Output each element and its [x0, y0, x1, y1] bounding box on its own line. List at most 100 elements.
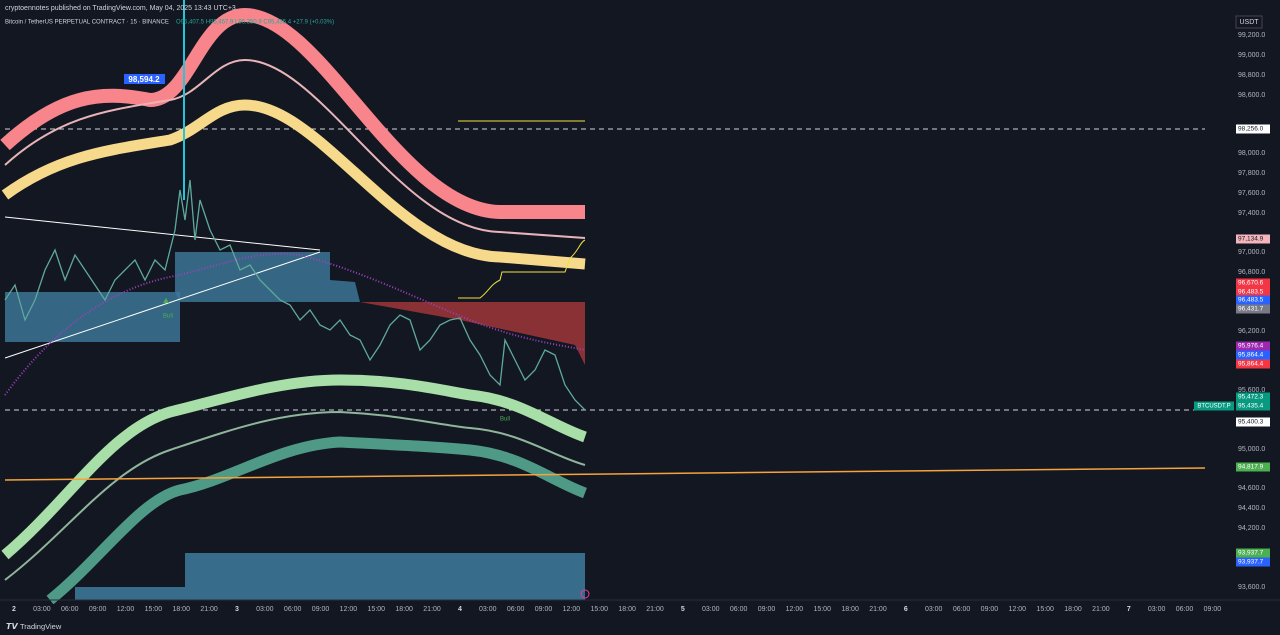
- price-tag: 95,472.3: [1238, 394, 1264, 401]
- time-label: 21:00: [423, 606, 441, 613]
- price-tag: 96,670.6: [1238, 280, 1264, 287]
- time-label: 12:00: [117, 606, 135, 613]
- price-tag-bg: [1236, 341, 1270, 351]
- price-tag-bg: [1236, 359, 1270, 369]
- price-label: 95,000.0: [1238, 446, 1265, 453]
- price-label: 97,000.0: [1238, 249, 1265, 256]
- time-label: 15:00: [1036, 606, 1054, 613]
- trend-line: [4, 216, 321, 251]
- price-label: 96,800.0: [1238, 269, 1265, 276]
- trend-line: [4, 467, 1206, 481]
- time-label: 18:00: [172, 606, 190, 613]
- lower-band: [1, 374, 587, 560]
- time-label: 09:00: [758, 606, 776, 613]
- mid-band: [1, 99, 586, 270]
- symbol-title: Bitcoin / TetherUS PERPETUAL CONTRACT · …: [5, 20, 169, 26]
- time-label: 03:00: [256, 606, 274, 613]
- time-label: 21:00: [869, 606, 887, 613]
- time-label: 3: [235, 606, 239, 613]
- symbol-tag-bg: [1194, 401, 1234, 411]
- time-label: 09:00: [535, 606, 553, 613]
- price-tag: 95,400.3: [1238, 419, 1264, 426]
- price-tag-bg: [1236, 392, 1270, 402]
- price-label: 97,600.0: [1238, 190, 1265, 197]
- price-tag-bg: [1236, 557, 1270, 567]
- time-label: 21:00: [1092, 606, 1110, 613]
- price-label: 93,600.0: [1238, 584, 1265, 591]
- price-tag: 96,483.5: [1238, 289, 1264, 296]
- time-label: 15:00: [591, 606, 609, 613]
- time-label: 06:00: [1176, 606, 1194, 613]
- price-tag-bg: [1236, 350, 1270, 360]
- signal-marker: [163, 298, 169, 303]
- time-label: 06:00: [61, 606, 79, 613]
- logo-mark: 𝙏𝙑: [6, 622, 18, 631]
- time-label: 6: [904, 606, 908, 613]
- time-label: 03:00: [479, 606, 497, 613]
- price-tag: 95,435.4: [1238, 403, 1264, 410]
- zone-box: [5, 292, 180, 342]
- price-label: 94,400.0: [1238, 505, 1265, 512]
- time-label: 2: [12, 606, 16, 613]
- price-tag: 96,483.5: [1238, 297, 1264, 304]
- price-label: 97,400.0: [1238, 210, 1265, 217]
- price-label: 94,200.0: [1238, 525, 1265, 532]
- footer-bar: [0, 618, 1280, 635]
- time-label: 06:00: [284, 606, 302, 613]
- time-label: 18:00: [841, 606, 859, 613]
- time-label: 12:00: [563, 606, 581, 613]
- currency-box: [1235, 15, 1263, 29]
- replay-icon[interactable]: [580, 589, 590, 599]
- brand[interactable]: TradingView: [20, 622, 62, 631]
- signal-label: Bull: [163, 314, 173, 320]
- time-label: 03:00: [33, 606, 51, 613]
- price-tag-bg: [1236, 287, 1270, 297]
- symbol-tag: BTCUSDT.P: [1197, 404, 1230, 410]
- step-line: [458, 239, 586, 299]
- price-tag-bg: [1236, 462, 1270, 472]
- time-label: 09:00: [1204, 606, 1222, 613]
- zone-box: [360, 302, 585, 365]
- time-label: 18:00: [1064, 606, 1082, 613]
- price-tag: 98,256.0: [1238, 126, 1264, 133]
- ohlc: O95,407.5 H95,457.9 L95,350.9 C95,435.4 …: [176, 20, 334, 26]
- callout: 98,594.2: [128, 75, 160, 84]
- time-label: 06:00: [507, 606, 525, 613]
- price-tag: 93,937.7: [1238, 559, 1264, 566]
- time-label: 09:00: [981, 606, 999, 613]
- time-label: 12:00: [340, 606, 358, 613]
- price-label: 98,600.0: [1238, 92, 1265, 99]
- price-tag-bg: [1236, 124, 1270, 134]
- price-tag: 96,431.7: [1238, 306, 1264, 313]
- price-tag-bg: [1236, 304, 1270, 314]
- price-tag-bg: [1236, 401, 1270, 411]
- time-label: 4: [458, 606, 462, 613]
- price-label: 94,600.0: [1238, 485, 1265, 492]
- time-label: 09:00: [89, 606, 107, 613]
- currency[interactable]: USDT: [1239, 19, 1259, 26]
- price-tag-bg: [1236, 295, 1270, 305]
- price-tag: 95,976.4: [1238, 343, 1264, 350]
- time-label: 12:00: [786, 606, 804, 613]
- price-tag: 95,864.4: [1238, 352, 1264, 359]
- time-label: 03:00: [1148, 606, 1166, 613]
- time-label: 03:00: [925, 606, 943, 613]
- zone-box: [75, 553, 585, 600]
- price-label: 99,200.0: [1238, 32, 1265, 39]
- price-tag: 94,817.9: [1238, 464, 1264, 471]
- price-tag: 97,134.9: [1238, 236, 1264, 243]
- signal-label: Bull: [500, 417, 510, 423]
- price-tag-bg: [1236, 234, 1270, 244]
- bottom-band: [46, 436, 587, 605]
- upper-band: [0, 7, 585, 219]
- publisher: cryptoennotes published on TradingView.c…: [5, 5, 236, 12]
- price-tag-bg: [1236, 278, 1270, 288]
- time-label: 15:00: [145, 606, 163, 613]
- time-label: 03:00: [702, 606, 720, 613]
- time-label: 21:00: [200, 606, 218, 613]
- price-label: 98,000.0: [1238, 150, 1265, 157]
- price-label: 95,600.0: [1238, 387, 1265, 394]
- price-tag: 93,937.7: [1238, 550, 1264, 557]
